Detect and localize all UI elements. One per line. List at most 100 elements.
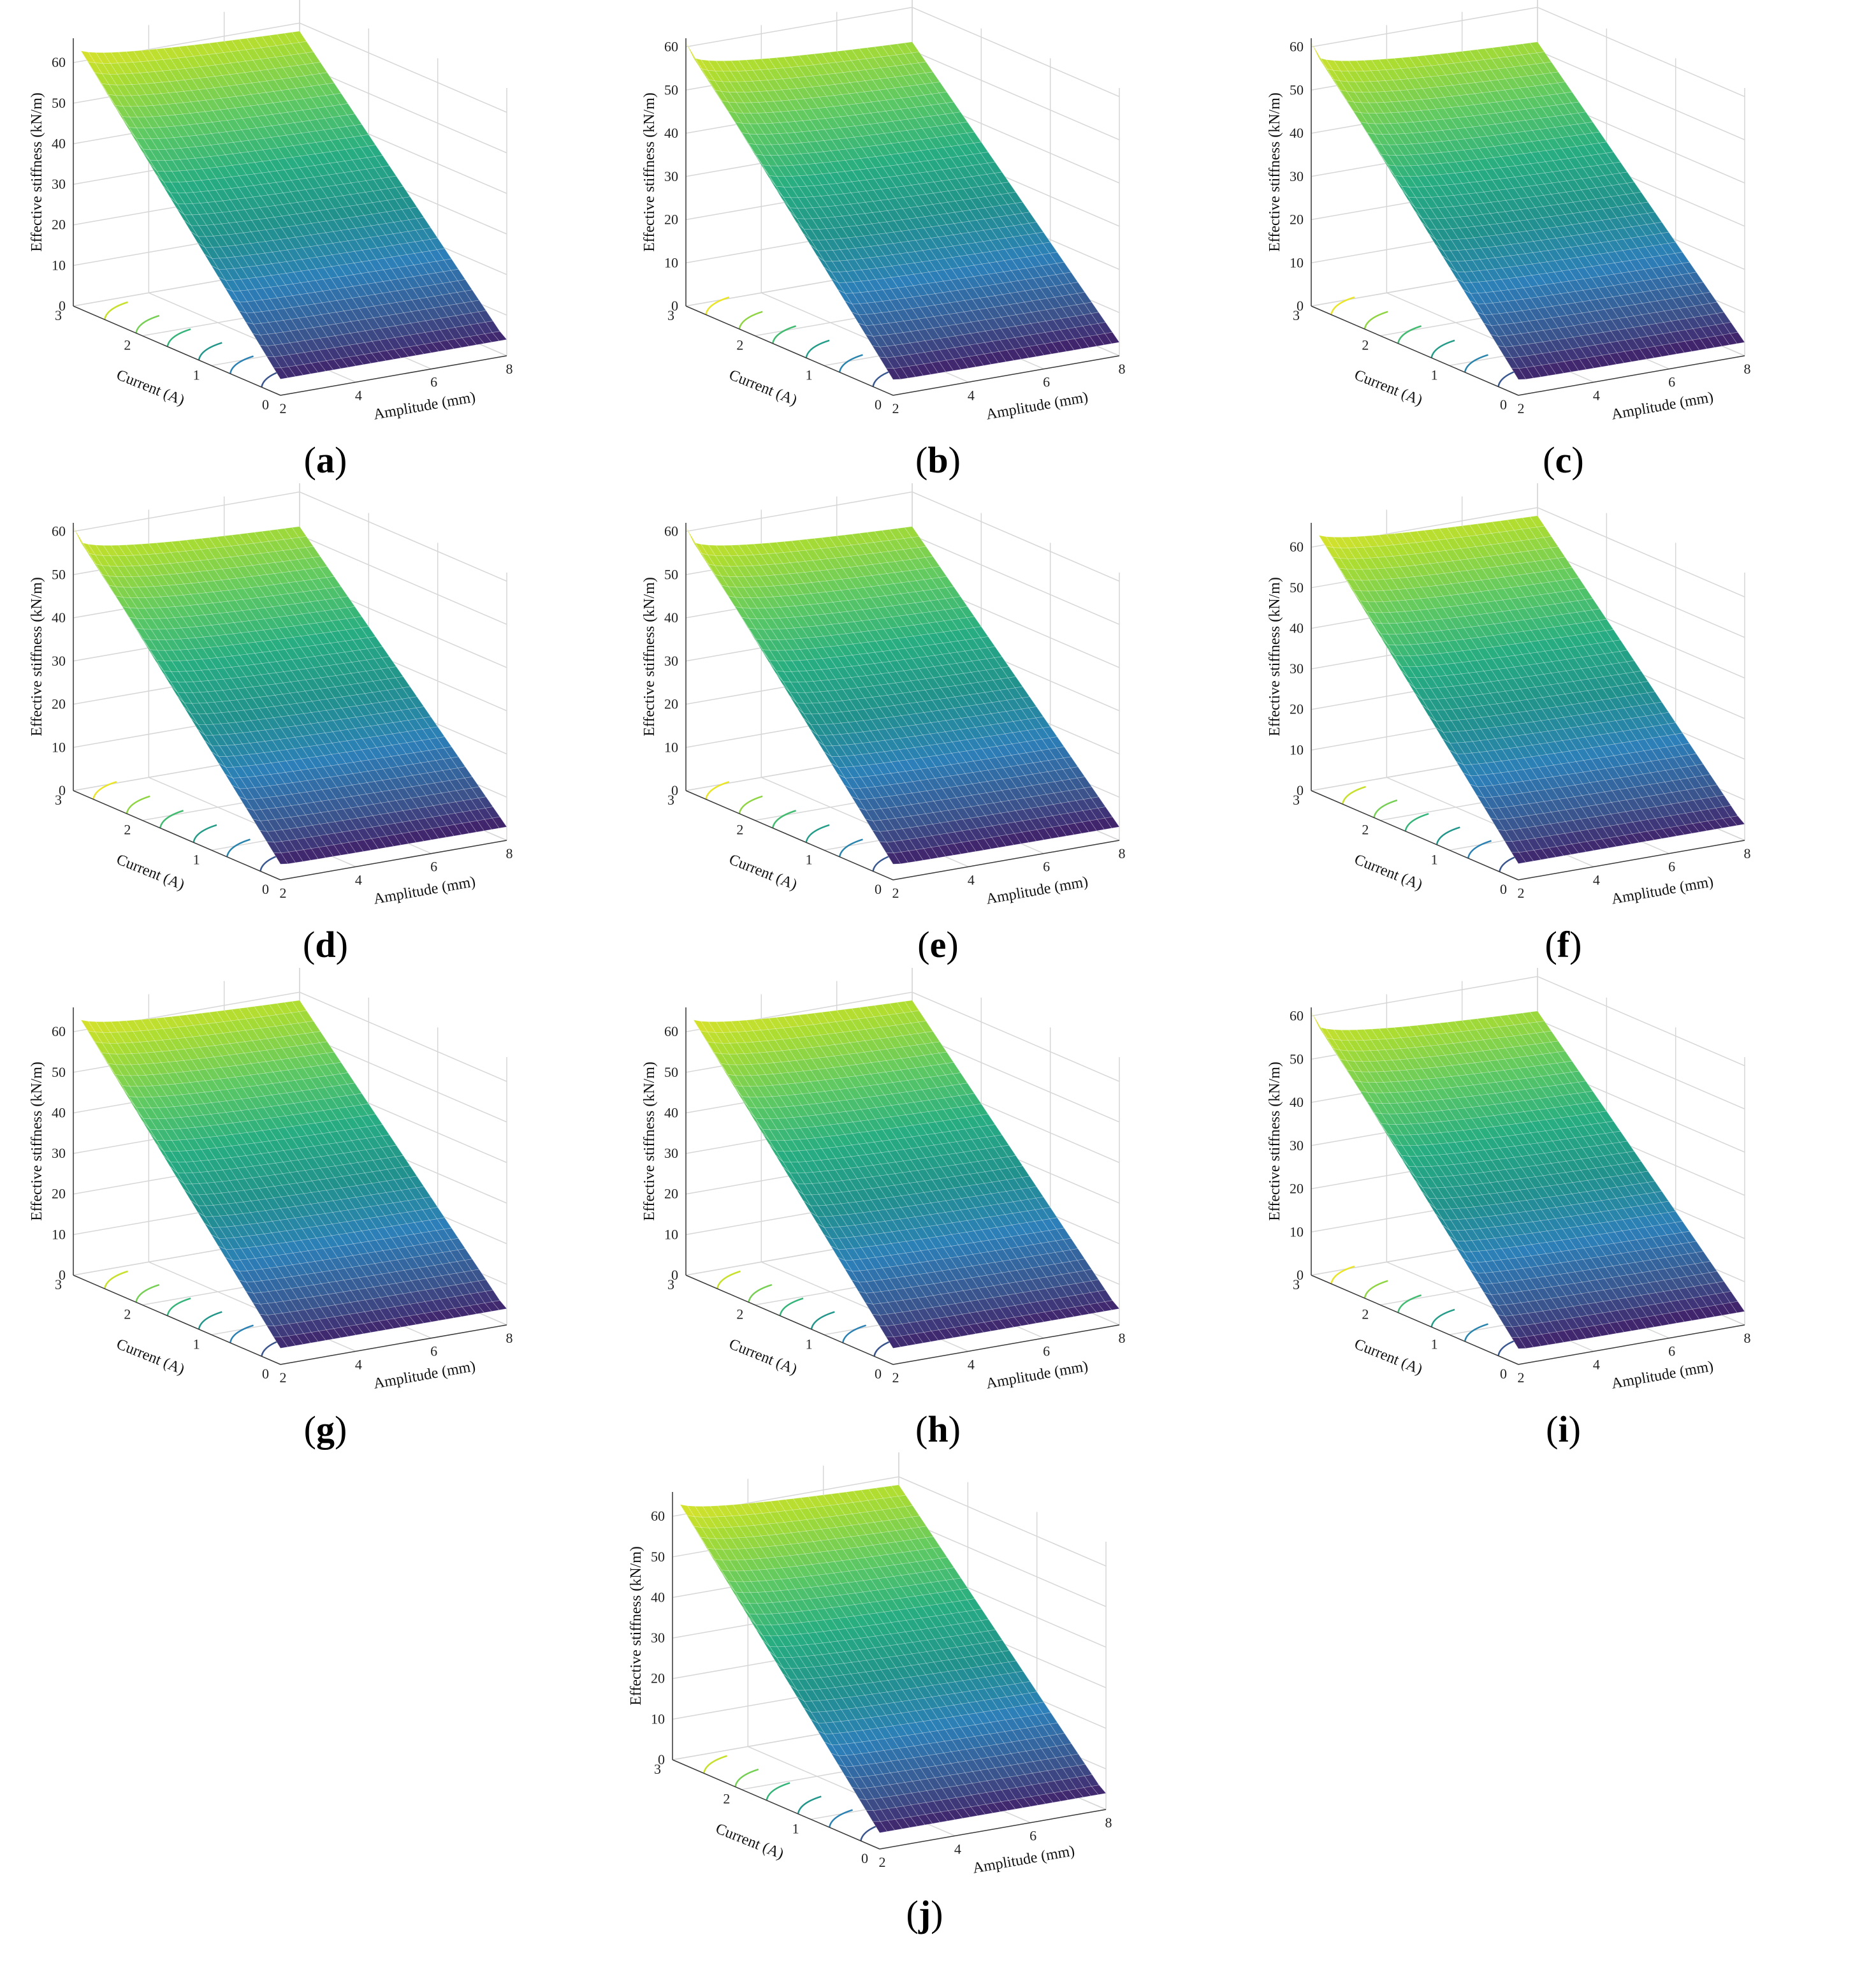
- x-tick-label: 8: [506, 845, 513, 861]
- surface-cell: [416, 217, 432, 230]
- y-tick-label: 2: [124, 337, 131, 353]
- x-tick-label: 4: [355, 872, 362, 888]
- contour-line: [159, 810, 184, 829]
- surface-cell: [1001, 666, 1017, 678]
- z-tick-label: 50: [1290, 82, 1304, 98]
- axes: [685, 523, 1120, 881]
- z-tick-label: 20: [664, 212, 678, 228]
- z-tick-label: 60: [664, 523, 678, 539]
- z-tick-label: 50: [52, 95, 66, 111]
- y-axis-line: [685, 305, 894, 396]
- y-tick-label: 3: [55, 307, 62, 323]
- chart-panel-e: 0 10 20 30 40 50 60 0 1 2 3 2 4 6 8 Effective stiffness…: [625, 483, 1251, 969]
- floor-contours: [104, 301, 286, 388]
- y-tick-label: 2: [736, 337, 743, 353]
- contour-line: [1363, 311, 1388, 330]
- y-tick-label: 3: [667, 307, 674, 323]
- surface-cell: [374, 155, 390, 168]
- surface-cell: [333, 92, 349, 105]
- surface-cell: [326, 576, 342, 588]
- surface-mesh: [1311, 41, 1745, 380]
- y-axis-label: Current (A): [727, 851, 799, 893]
- surface-cell: [1084, 786, 1100, 799]
- surface-cell: [416, 706, 432, 719]
- surface-cell: [1097, 322, 1113, 334]
- z-tick-label: 30: [1290, 168, 1304, 184]
- z-axis-label: Effective stiffness (kN/m): [641, 577, 658, 736]
- z-axis-label: Effective stiffness (kN/m): [641, 92, 658, 252]
- surface-cell: [388, 175, 404, 188]
- x-tick-label: 8: [1744, 361, 1751, 377]
- z-tick-label: 10: [664, 254, 678, 270]
- surface-cell: [1605, 152, 1621, 164]
- surface-cell: [1042, 726, 1058, 738]
- contour-line: [772, 810, 796, 829]
- surface-cell: [484, 807, 500, 819]
- contour-line: [705, 296, 730, 315]
- x-tick-label: 8: [1119, 845, 1126, 861]
- z-axis-label: Effective stiffness (kN/m): [29, 92, 45, 252]
- x-tick-label: 8: [1119, 361, 1126, 377]
- surface-cell: [1035, 231, 1051, 244]
- z-tick-label: 10: [1290, 254, 1304, 270]
- surface-cell: [938, 576, 954, 588]
- surface-mesh: [73, 31, 507, 379]
- contour-line: [92, 781, 117, 800]
- y-axis-line: [1311, 305, 1519, 396]
- floor-contours: [1342, 786, 1523, 872]
- contour-line: [135, 314, 160, 333]
- y-tick-label: 0: [262, 881, 269, 897]
- z-tick-label: 40: [52, 610, 66, 625]
- chart-panel-a: 0 10 20 30 40 50 60 0 1 2 3 2 4 6 8 Effective stiffness…: [13, 0, 638, 485]
- panel-caption: (c): [1543, 439, 1584, 481]
- z-tick-label: 30: [52, 653, 66, 669]
- contour-line: [838, 838, 863, 858]
- z-tick-label: 40: [664, 125, 678, 141]
- x-axis-label: Amplitude (mm): [1610, 389, 1715, 423]
- surface-cell: [1035, 716, 1051, 729]
- surface-cell: [1097, 807, 1113, 819]
- x-tick-label: 8: [506, 361, 513, 377]
- contour-line: [229, 355, 254, 374]
- contour-line: [805, 339, 830, 358]
- z-tick-label: 20: [664, 696, 678, 712]
- surface-cell: [1626, 182, 1642, 194]
- x-tick-label: 4: [355, 387, 362, 403]
- x-axis-label: Amplitude (mm): [372, 389, 477, 423]
- z-tick-label: 60: [52, 54, 66, 70]
- surface-cell: [1091, 312, 1106, 324]
- surface-cell: [1675, 252, 1690, 264]
- y-axis-line: [685, 790, 894, 881]
- y-axis-label: Current (A): [1352, 367, 1425, 409]
- surface-cell: [1042, 242, 1058, 254]
- surface-cell: [1104, 332, 1120, 344]
- contour-line: [805, 824, 830, 843]
- surface-cell: [945, 101, 961, 113]
- z-tick-label: 0: [59, 782, 66, 798]
- z-tick-label: 10: [52, 739, 66, 755]
- surface-cell: [1550, 546, 1566, 559]
- surface-cell: [409, 696, 425, 708]
- surface-cell: [1049, 736, 1065, 749]
- x-axis-line: [280, 840, 507, 881]
- surface-mesh: [1311, 515, 1745, 864]
- surface-cell: [291, 31, 307, 43]
- y-axis-label: Current (A): [114, 367, 187, 409]
- contour-line: [198, 342, 222, 361]
- axes: [1311, 38, 1745, 396]
- z-tick-label: 60: [664, 39, 678, 55]
- contour-line: [126, 795, 150, 814]
- surface-cell: [484, 321, 500, 333]
- surface-cell: [952, 596, 968, 608]
- x-tick-label: 6: [430, 859, 437, 875]
- y-axis-line: [73, 305, 281, 396]
- surface-cell: [312, 62, 328, 74]
- surface-cell: [1709, 302, 1725, 314]
- surface-cell: [1571, 101, 1587, 113]
- surface-cell: [491, 331, 507, 341]
- z-tick-label: 30: [52, 176, 66, 192]
- z-tick-label: 10: [664, 739, 678, 755]
- surface-cell: [1564, 91, 1580, 103]
- y-tick-label: 1: [193, 851, 200, 867]
